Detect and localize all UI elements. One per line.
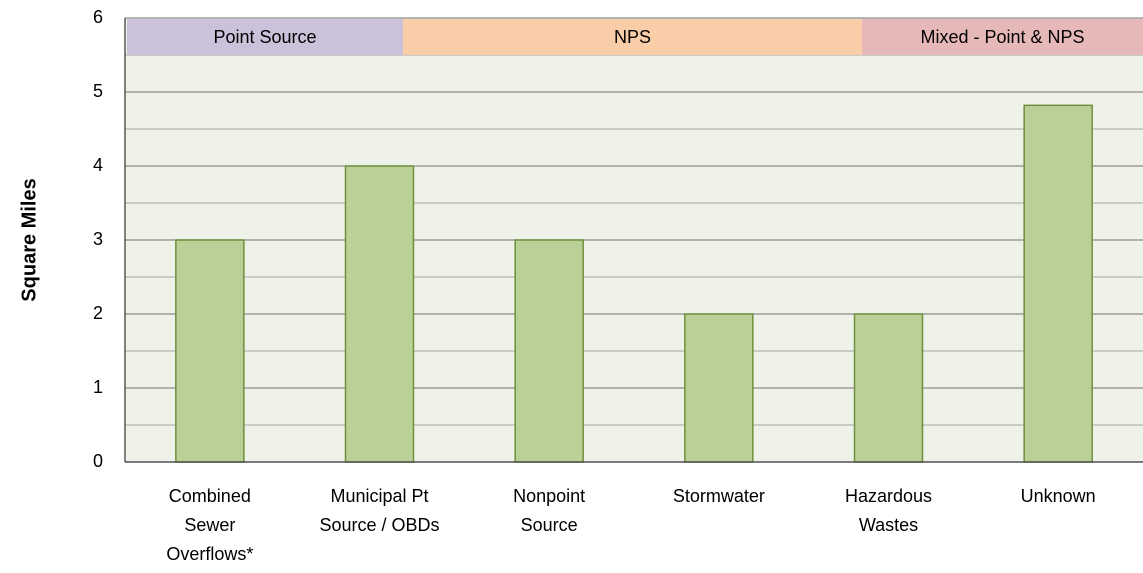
y-tick-label: 1 — [93, 377, 103, 397]
bar — [853, 313, 924, 463]
group-label: NPS — [614, 27, 651, 47]
bar — [175, 239, 245, 463]
x-tick-label: Stormwater — [672, 486, 765, 506]
x-tick-label: Combined Sewer Overflows* — [166, 486, 254, 564]
x-tick-label: Nonpoint Source — [513, 486, 586, 535]
y-tick-label: 2 — [93, 303, 103, 323]
y-tick-label: 0 — [93, 451, 103, 471]
bar — [1023, 104, 1093, 463]
y-tick-label: 4 — [93, 155, 103, 175]
y-tick-label: 3 — [93, 229, 103, 249]
group-label: Mixed - Point & NPS — [920, 27, 1084, 47]
y-tick-label: 6 — [93, 7, 103, 27]
group-band — [403, 19, 862, 55]
y-tick-label: 5 — [93, 81, 103, 101]
x-tick-label: Unknown — [1020, 486, 1096, 506]
group-label: Point Source — [213, 27, 316, 47]
group-band — [127, 19, 403, 55]
bar — [684, 313, 754, 463]
bar — [514, 239, 584, 463]
y-axis-title: Square Miles — [18, 178, 40, 301]
group-band — [862, 19, 1143, 55]
bar — [344, 165, 415, 463]
x-tick-label: Hazardous Wastes — [844, 486, 933, 535]
x-tick-label: Municipal Pt Source / OBDs — [319, 486, 440, 535]
